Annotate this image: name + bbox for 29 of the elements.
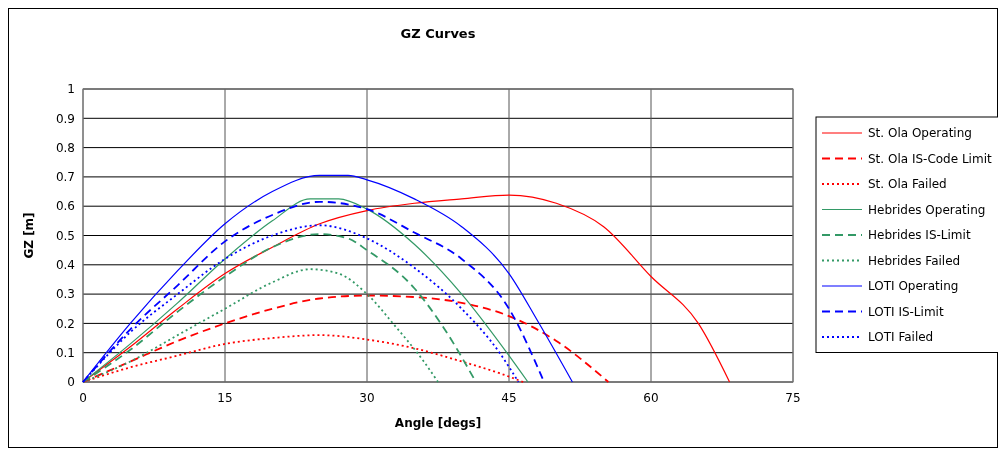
legend-label: St. Ola Failed [868, 177, 947, 192]
y-tick-label: 0.2 [55, 316, 75, 331]
x-tick-label: 0 [79, 391, 87, 405]
y-tick-label: 0.4 [55, 258, 75, 272]
legend-label: St. Ola Operating [868, 126, 972, 141]
y-tick-label: 1 [67, 82, 75, 97]
y-tick-label: 0 [67, 375, 75, 390]
y-tick-label: 0.5 [55, 228, 75, 243]
y-tick-label: 0.1 [55, 345, 75, 360]
y-axis-title: GZ [m] [22, 212, 36, 259]
y-tick-label: 0.8 [55, 140, 75, 155]
chart-title: GZ Curves [400, 26, 476, 41]
x-tick-label: 15 [217, 391, 233, 405]
y-tick-label: 0.7 [55, 170, 75, 185]
y-tick-label: 0.3 [55, 287, 75, 302]
x-tick-label: 30 [359, 391, 375, 405]
legend-label: Hebrides Operating [868, 202, 986, 217]
legend-label: St. Ola IS-Code Limit [868, 151, 992, 166]
y-tick-label: 0.9 [55, 111, 75, 126]
legend-label: LOTI Operating [868, 279, 959, 294]
legend-label: Hebrides Failed [868, 253, 961, 268]
x-tick-label: 60 [643, 391, 659, 405]
y-tick-label: 0.6 [55, 199, 75, 214]
x-tick-label: 45 [501, 391, 517, 405]
legend-label: Hebrides IS-Limit [868, 228, 971, 243]
x-axis-title: Angle [degs] [394, 416, 482, 430]
x-tick-label: 75 [785, 391, 801, 405]
legend-label: LOTI IS-Limit [868, 304, 944, 319]
legend-label: LOTI Failed [868, 330, 934, 345]
